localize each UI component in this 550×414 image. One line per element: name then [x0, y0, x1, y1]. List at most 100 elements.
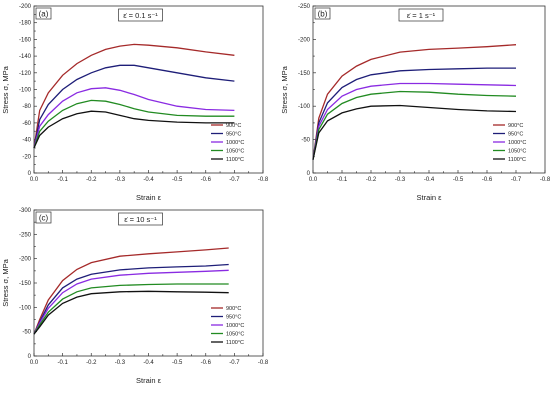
x-tick-label: -0.5 — [172, 360, 183, 366]
legend-entry: 1000°C — [226, 323, 244, 329]
y-tick-label: -140 — [19, 54, 32, 60]
panel-label: (b) — [318, 10, 328, 19]
x-tick-label: -0.4 — [143, 360, 154, 366]
series-line-1050c — [33, 283, 229, 335]
legend-entry: 900°C — [226, 306, 241, 312]
series-line-900c — [33, 247, 229, 335]
x-tick-label: -0.6 — [201, 177, 212, 183]
legend-entry: 1050°C — [508, 149, 526, 155]
x-tick-label: -0.3 — [115, 177, 126, 183]
legend-entry: 1050°C — [226, 149, 244, 155]
x-tick-label: -0.8 — [258, 360, 269, 366]
panel-label-box — [314, 7, 331, 20]
strain-rate-label: ε̇ = 0.1 s⁻¹ — [123, 11, 158, 20]
legend-entry: 950°C — [226, 315, 241, 321]
x-axis-label: Strain ε — [136, 376, 162, 385]
series-line-1050c — [33, 99, 235, 149]
x-tick-label: -0.7 — [229, 177, 240, 183]
chart-panel-b: 0.0 -0.1 -0.2 -0.3 -0.4 -0.5 -0.6 -0.7 -0.8 0 -50 -… — [280, 4, 550, 202]
y-tick-label: -50 — [301, 138, 310, 144]
y-tick-label: -60 — [22, 121, 31, 127]
series-line-1000c — [312, 82, 517, 160]
legend-entry: 900°C — [508, 123, 523, 129]
legend-entry: 900°C — [226, 123, 241, 129]
x-tick-label: -0.7 — [229, 360, 240, 366]
y-tick-label: -20 — [22, 154, 31, 160]
x-tick-label: -0.2 — [86, 360, 97, 366]
strain-rate-label: ε̇ = 1 s⁻¹ — [407, 11, 436, 20]
series-line-950c — [312, 67, 516, 160]
legend-entry: 1100°C — [226, 157, 244, 163]
strain-rate-box — [118, 212, 163, 226]
chart-panel-c: 0.0 -0.1 -0.2 -0.3 -0.4 -0.5 -0.6 -0.7 -0.8 0 -50 -… — [1, 208, 269, 385]
series-line-950c — [33, 64, 235, 149]
y-tick-label: -200 — [298, 37, 311, 43]
y-tick-label: 0 — [307, 171, 311, 177]
legend-entry: 950°C — [226, 132, 241, 138]
x-tick-label: 0.0 — [30, 177, 39, 183]
series-line-900c — [312, 44, 517, 160]
x-tick-label: -0.7 — [511, 177, 522, 183]
strain-rate-box — [398, 8, 444, 22]
x-tick-label: -0.4 — [424, 177, 435, 183]
y-tick-label: -250 — [19, 232, 32, 238]
panel-label-box — [35, 211, 52, 224]
strain-rate-label: ε̇ = 10 s⁻¹ — [124, 215, 157, 224]
strain-rate-box — [118, 8, 163, 22]
y-tick-label: -200 — [19, 257, 32, 263]
x-tick-label: -0.2 — [366, 177, 377, 183]
y-axis-label: Stress σ, MPa — [1, 258, 10, 306]
x-tick-label: -0.2 — [86, 177, 97, 183]
x-tick-label: -0.6 — [201, 360, 212, 366]
x-tick-label: -0.3 — [115, 360, 126, 366]
y-tick-label: -40 — [22, 138, 31, 144]
y-tick-label: -100 — [298, 104, 311, 110]
y-tick-label: -100 — [19, 305, 32, 311]
legend-entry: 1050°C — [226, 332, 244, 338]
y-tick-label: -200 — [19, 4, 32, 10]
y-tick-label: -150 — [19, 281, 32, 287]
x-tick-label: 0.0 — [309, 177, 318, 183]
y-tick-label: 0 — [28, 354, 32, 360]
y-axis-label: Stress σ, MPa — [1, 65, 10, 113]
y-tick-label: 0 — [28, 171, 32, 177]
y-tick-label: -100 — [19, 88, 32, 94]
x-tick-label: -0.1 — [57, 360, 68, 366]
series-line-1000c — [33, 269, 229, 335]
x-tick-label: -0.8 — [258, 177, 269, 183]
x-axis-label: Strain ε — [136, 193, 162, 202]
panel-label-box — [35, 7, 52, 20]
y-tick-label: -160 — [19, 37, 32, 43]
y-tick-label: -50 — [22, 330, 31, 336]
series-line-1000c — [33, 87, 235, 149]
legend-entry: 950°C — [508, 132, 523, 138]
x-tick-label: -0.5 — [453, 177, 464, 183]
x-tick-label: -0.5 — [172, 177, 183, 183]
x-tick-label: -0.6 — [482, 177, 493, 183]
y-tick-label: -300 — [19, 208, 32, 214]
x-tick-label: -0.1 — [337, 177, 348, 183]
y-tick-label: -150 — [298, 71, 311, 77]
y-tick-label: -80 — [22, 104, 31, 110]
y-tick-label: -120 — [19, 71, 32, 77]
legend-entry: 1100°C — [226, 340, 244, 346]
x-tick-label: -0.8 — [540, 177, 550, 183]
series-line-950c — [33, 263, 229, 335]
series-line-900c — [33, 43, 235, 148]
chart-panel-a: 0.0 -0.1 -0.2 -0.3 -0.4 -0.5 -0.6 -0.7 -0.8 0 -20 -… — [1, 4, 269, 202]
x-tick-label: -0.1 — [57, 177, 68, 183]
x-tick-label: 0.0 — [30, 360, 39, 366]
x-axis-label: Strain ε — [416, 193, 442, 202]
y-tick-label: -250 — [298, 4, 311, 10]
series-line-1100c — [33, 110, 235, 149]
series-line-1050c — [312, 90, 517, 160]
x-tick-label: -0.4 — [143, 177, 154, 183]
y-tick-label: -180 — [19, 21, 32, 27]
y-axis-label: Stress σ, MPa — [280, 65, 289, 113]
x-tick-label: -0.3 — [395, 177, 406, 183]
panel-label: (c) — [39, 214, 49, 223]
panel-label: (a) — [39, 10, 49, 19]
series-line-1100c — [312, 104, 517, 160]
legend-entry: 1000°C — [226, 140, 244, 146]
